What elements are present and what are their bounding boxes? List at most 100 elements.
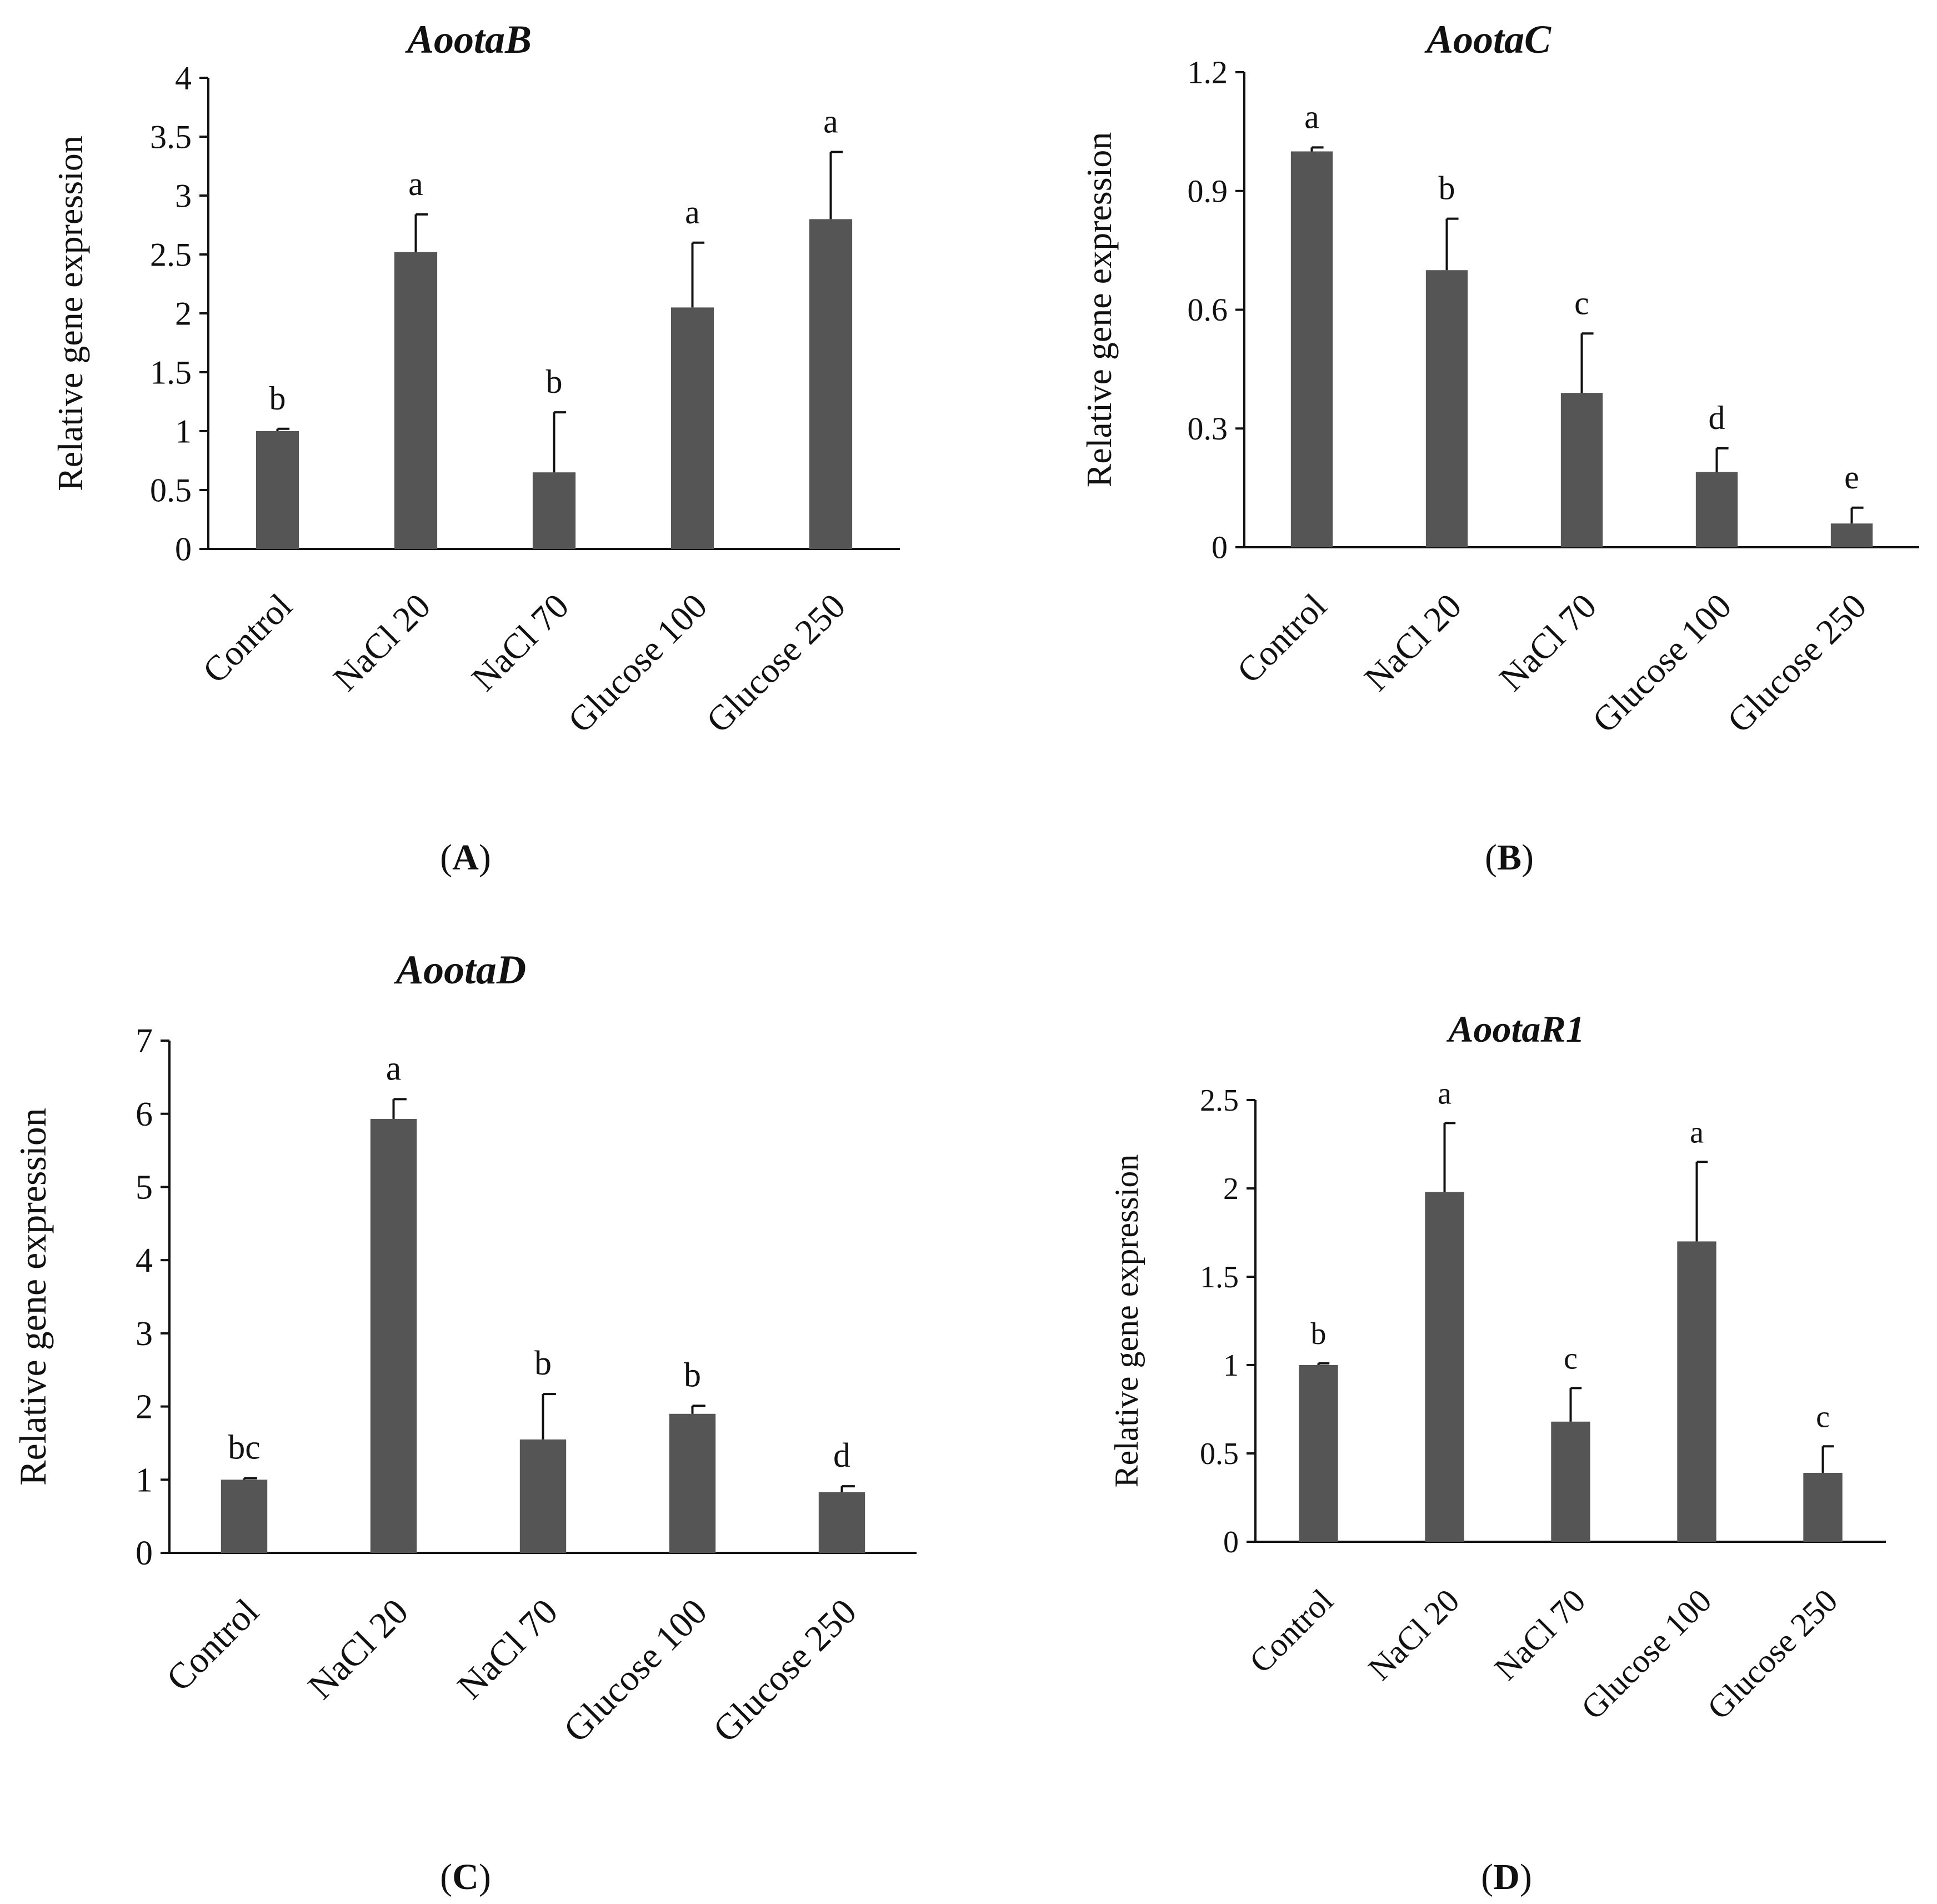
significance-letter: c xyxy=(1564,1341,1578,1376)
y-axis-label: Relative gene expression xyxy=(12,1108,54,1486)
significance-letter: a xyxy=(386,1050,402,1087)
bar xyxy=(1299,1365,1338,1542)
category-label: Glucose 250 xyxy=(1700,1582,1845,1727)
significance-letter: a xyxy=(1438,1076,1452,1111)
chart-title: AootaR1 xyxy=(1446,1008,1585,1050)
panel-label: (B) xyxy=(1485,837,1534,878)
significance-letter: bc xyxy=(228,1429,261,1467)
y-tick-label: 6 xyxy=(136,1096,153,1133)
y-tick-label: 0.3 xyxy=(1188,411,1228,447)
y-tick-label: 1 xyxy=(1223,1348,1239,1383)
y-tick-label: 7 xyxy=(136,1022,153,1060)
category-label: Glucose 100 xyxy=(1585,586,1739,741)
chart-title: AootaC xyxy=(1424,17,1551,62)
significance-letter: b xyxy=(269,380,286,417)
category-label: NaCl 70 xyxy=(450,1591,565,1707)
category-label: Control xyxy=(1242,1582,1340,1680)
category-label: Glucose 100 xyxy=(560,586,715,741)
y-tick-label: 1 xyxy=(175,413,192,449)
significance-letter: e xyxy=(1844,459,1859,496)
y-tick-label: 0.6 xyxy=(1188,292,1228,328)
panel-label: (A) xyxy=(440,837,491,878)
significance-letter: b xyxy=(534,1345,552,1382)
chart-title: AootaB xyxy=(405,17,532,62)
significance-letter: d xyxy=(1709,399,1725,436)
y-tick-label: 4 xyxy=(136,1242,153,1280)
y-tick-label: 3.5 xyxy=(150,118,192,155)
bar xyxy=(370,1118,417,1553)
category-label: NaCl 70 xyxy=(1491,586,1604,698)
bar xyxy=(394,252,438,549)
significance-letter: a xyxy=(685,194,700,231)
significance-letter: d xyxy=(833,1437,850,1475)
bar xyxy=(809,219,853,549)
y-axis-label: Relative gene expression xyxy=(1108,1155,1145,1488)
bar xyxy=(1677,1241,1716,1542)
category-label: NaCl 70 xyxy=(464,586,576,698)
chart-panel-d: AootaR1 Relative gene expression 0 0.5 1 1.5 2… xyxy=(1108,1008,1886,1897)
y-tick-label: 2 xyxy=(136,1388,153,1426)
significance-letter: b xyxy=(684,1356,701,1394)
category-label: Glucose 250 xyxy=(699,586,853,741)
y-tick-label: 1.2 xyxy=(1188,54,1228,91)
significance-letter: a xyxy=(1304,98,1319,135)
chart-panel-a: AootaB Relative gene expression 0 0.5 1 1.5 2 2… xyxy=(51,17,900,878)
chart-panel-b: AootaC Relative gene expression 0 0.3 0.6 0.9… xyxy=(1079,17,1919,878)
bar xyxy=(1551,1421,1590,1542)
y-tick-label: 0.5 xyxy=(150,472,192,508)
bar xyxy=(669,1413,716,1553)
y-tick-label: 2 xyxy=(1223,1172,1239,1206)
bar xyxy=(670,307,714,549)
y-tick-label: 0 xyxy=(1212,529,1228,566)
panel-label: (D) xyxy=(1481,1857,1532,1897)
y-tick-label: 2 xyxy=(175,295,192,332)
y-tick-label: 0 xyxy=(136,1535,153,1572)
y-axis-label: Relative gene expression xyxy=(1079,132,1119,488)
chart-title: AootaD xyxy=(394,947,526,993)
y-tick-label: 5 xyxy=(136,1169,153,1207)
y-tick-label: 0 xyxy=(1223,1525,1239,1560)
bar xyxy=(532,472,576,549)
category-label: NaCl 70 xyxy=(1487,1582,1592,1687)
y-tick-label: 2.5 xyxy=(150,236,192,273)
bar xyxy=(1290,151,1333,547)
significance-letter: b xyxy=(546,363,563,400)
y-tick-label: 0.9 xyxy=(1188,173,1228,209)
category-label: NaCl 20 xyxy=(326,586,438,698)
panel-label: (C) xyxy=(440,1857,491,1897)
category-label: Control xyxy=(1229,586,1334,691)
category-label: Control xyxy=(159,1591,267,1699)
category-label: Glucose 250 xyxy=(705,1591,864,1750)
category-label: NaCl 20 xyxy=(301,1591,416,1707)
significance-letter: a xyxy=(823,103,838,140)
bar xyxy=(1560,393,1603,547)
significance-letter: c xyxy=(1816,1400,1830,1434)
bar xyxy=(818,1492,865,1553)
category-label: Glucose 100 xyxy=(556,1591,715,1750)
category-label: NaCl 20 xyxy=(1357,586,1469,698)
chart-panel-c: AootaD Relative gene expression 0 1 2 3 4 5 6 7 bc… xyxy=(12,947,917,1897)
category-label: Control xyxy=(195,586,299,691)
y-tick-label: 2.5 xyxy=(1200,1083,1239,1118)
y-tick-label: 0.5 xyxy=(1200,1437,1239,1471)
significance-letter: a xyxy=(408,166,423,202)
bar xyxy=(256,431,299,549)
significance-letter: b xyxy=(1439,170,1455,207)
bar xyxy=(1425,270,1468,547)
bar xyxy=(1425,1192,1464,1542)
bar xyxy=(1803,1472,1843,1542)
y-tick-label: 3 xyxy=(136,1315,153,1353)
significance-letter: a xyxy=(1690,1115,1704,1150)
significance-letter: c xyxy=(1574,284,1589,321)
bar xyxy=(1830,523,1873,547)
y-tick-label: 4 xyxy=(175,59,192,96)
category-label: NaCl 20 xyxy=(1361,1582,1466,1687)
bar xyxy=(1695,472,1738,547)
y-tick-label: 3 xyxy=(175,177,192,214)
y-axis-label: Relative gene expression xyxy=(51,136,90,491)
category-label: Glucose 100 xyxy=(1574,1582,1719,1727)
category-label: Glucose 250 xyxy=(1720,586,1874,741)
bar xyxy=(519,1439,567,1553)
significance-letter: b xyxy=(1311,1317,1327,1351)
